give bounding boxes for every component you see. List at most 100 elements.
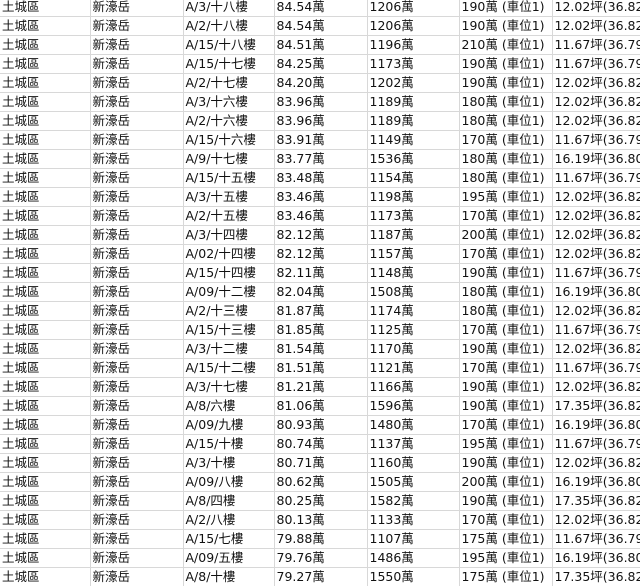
total-price-cell: 1157萬 [367,244,460,264]
parking-price-cell: 200萬 (車位1) [459,472,553,492]
total-price-cell: 1202萬 [367,73,460,93]
district-cell: 土城區 [0,263,91,283]
public-area-cell: 16.19坪(36.80% [552,415,640,435]
total-price-cell: 1148萬 [367,263,460,283]
public-area-cell: 12.02坪(36.82% [552,16,640,36]
district-cell: 土城區 [0,434,91,454]
table-row: 土城區 新濠岳 A/15/十四樓 82.11萬 1148萬 190萬 (車位1) 11.67… [0,263,640,283]
table-row: 土城區 新濠岳 A/15/十樓 80.74萬 1137萬 195萬 (車位1) 11.67坪… [0,434,640,454]
district-cell: 土城區 [0,92,91,112]
project-cell: 新濠岳 [90,149,184,169]
parking-price-cell: 190萬 (車位1) [459,491,553,511]
unit-cell: A/09/九樓 [183,415,275,435]
unit-cell: A/2/十五樓 [183,206,275,226]
total-price-cell: 1173萬 [367,54,460,74]
table-row: 土城區 新濠岳 A/02/十四樓 82.12萬 1157萬 170萬 (車位1) 12.02… [0,244,640,264]
unit-cell: A/2/十七樓 [183,73,275,93]
unit-cell: A/15/十八樓 [183,35,275,55]
unit-cell: A/09/十二樓 [183,282,275,302]
total-price-cell: 1187萬 [367,225,460,245]
public-area-cell: 17.35坪(36.82% [552,567,640,586]
public-area-cell: 11.67坪(36.79% [552,434,640,454]
district-cell: 土城區 [0,339,91,359]
unit-price-cell: 81.06萬 [274,396,368,416]
district-cell: 土城區 [0,396,91,416]
public-area-cell: 12.02坪(36.82% [552,510,640,530]
total-price-cell: 1582萬 [367,491,460,511]
parking-price-cell: 195萬 (車位1) [459,548,553,568]
parking-price-cell: 180萬 (車位1) [459,282,553,302]
table-row: 土城區 新濠岳 A/15/十七樓 84.25萬 1173萬 190萬 (車位1) 11.67… [0,54,640,74]
public-area-cell: 17.35坪(36.82% [552,491,640,511]
parking-price-cell: 190萬 (車位1) [459,339,553,359]
project-cell: 新濠岳 [90,548,184,568]
unit-cell: A/15/十三樓 [183,320,275,340]
parking-price-cell: 190萬 (車位1) [459,396,553,416]
public-area-cell: 11.67坪(36.79% [552,35,640,55]
table-row: 土城區 新濠岳 A/3/十七樓 81.21萬 1166萬 190萬 (車位1) 12.02坪… [0,377,640,397]
table-row: 土城區 新濠岳 A/15/十六樓 83.91萬 1149萬 170萬 (車位1) 11.67… [0,130,640,150]
public-area-cell: 16.19坪(36.80% [552,282,640,302]
project-cell: 新濠岳 [90,111,184,131]
public-area-cell: 12.02坪(36.82% [552,0,640,17]
table-row: 土城區 新濠岳 A/2/八樓 80.13萬 1133萬 170萬 (車位1) 12.02坪(… [0,510,640,530]
unit-cell: A/3/十八樓 [183,0,275,17]
public-area-cell: 11.67坪(36.79% [552,263,640,283]
district-cell: 土城區 [0,35,91,55]
project-cell: 新濠岳 [90,415,184,435]
project-cell: 新濠岳 [90,472,184,492]
district-cell: 土城區 [0,510,91,530]
project-cell: 新濠岳 [90,0,184,17]
district-cell: 土城區 [0,168,91,188]
total-price-cell: 1170萬 [367,339,460,359]
parking-price-cell: 180萬 (車位1) [459,168,553,188]
total-price-cell: 1154萬 [367,168,460,188]
parking-price-cell: 190萬 (車位1) [459,73,553,93]
parking-price-cell: 170萬 (車位1) [459,206,553,226]
unit-price-cell: 83.77萬 [274,149,368,169]
unit-cell: A/09/五樓 [183,548,275,568]
district-cell: 土城區 [0,377,91,397]
total-price-cell: 1189萬 [367,92,460,112]
unit-price-cell: 84.20萬 [274,73,368,93]
unit-price-cell: 80.62萬 [274,472,368,492]
unit-price-cell: 81.21萬 [274,377,368,397]
unit-cell: A/8/十樓 [183,567,275,586]
public-area-cell: 11.67坪(36.79% [552,130,640,150]
total-price-cell: 1550萬 [367,567,460,586]
district-cell: 土城區 [0,415,91,435]
unit-price-cell: 83.48萬 [274,168,368,188]
table-row: 土城區 新濠岳 A/15/十三樓 81.85萬 1125萬 170萬 (車位1) 11.67… [0,320,640,340]
project-cell: 新濠岳 [90,567,184,586]
unit-price-cell: 82.12萬 [274,244,368,264]
project-cell: 新濠岳 [90,130,184,150]
unit-price-cell: 83.91萬 [274,130,368,150]
table-row: 土城區 新濠岳 A/3/十六樓 83.96萬 1189萬 180萬 (車位1) 12.02坪… [0,92,640,112]
public-area-cell: 12.02坪(36.82% [552,206,640,226]
unit-price-cell: 80.25萬 [274,491,368,511]
parking-price-cell: 195萬 (車位1) [459,434,553,454]
unit-cell: A/15/十四樓 [183,263,275,283]
parking-price-cell: 170萬 (車位1) [459,320,553,340]
table-row: 土城區 新濠岳 A/3/十樓 80.71萬 1160萬 190萬 (車位1) 12.02坪(… [0,453,640,473]
district-cell: 土城區 [0,529,91,549]
unit-cell: A/8/六樓 [183,396,275,416]
unit-price-cell: 82.11萬 [274,263,368,283]
district-cell: 土城區 [0,567,91,586]
project-cell: 新濠岳 [90,510,184,530]
table-row: 土城區 新濠岳 A/09/十二樓 82.04萬 1508萬 180萬 (車位1) 16.19… [0,282,640,302]
public-area-cell: 12.02坪(36.82% [552,301,640,321]
unit-cell: A/2/十八樓 [183,16,275,36]
unit-cell: A/02/十四樓 [183,244,275,264]
project-cell: 新濠岳 [90,206,184,226]
parking-price-cell: 170萬 (車位1) [459,510,553,530]
public-area-cell: 11.67坪(36.79% [552,54,640,74]
project-cell: 新濠岳 [90,35,184,55]
unit-price-cell: 84.51萬 [274,35,368,55]
unit-price-cell: 81.85萬 [274,320,368,340]
total-price-cell: 1189萬 [367,111,460,131]
total-price-cell: 1149萬 [367,130,460,150]
table-row: 土城區 新濠岳 A/3/十八樓 84.54萬 1206萬 190萬 (車位1) 12.02坪… [0,0,640,17]
total-price-cell: 1206萬 [367,16,460,36]
